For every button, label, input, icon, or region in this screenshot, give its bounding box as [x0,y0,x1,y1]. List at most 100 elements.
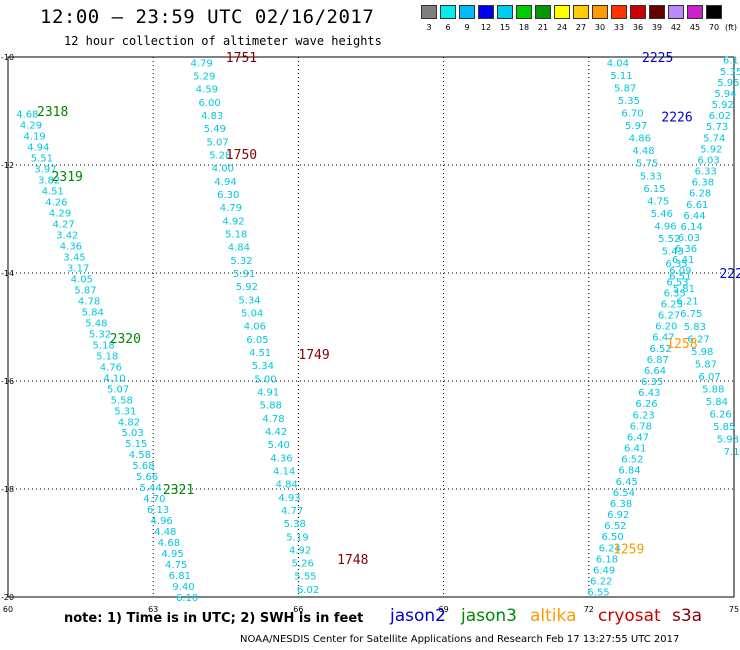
wave-height-value: 5.68 [132,461,154,472]
wave-height-value: 5.32 [230,256,252,267]
wave-height-value: 5.07 [206,137,228,148]
legend-swatch [535,5,551,19]
wave-height-value: 4.36 [270,453,292,464]
wave-height-value: 6.14 [681,222,703,233]
wave-height-value: 6.64 [644,366,666,377]
wave-height-value: 6.28 [689,189,711,200]
legend-label: 6 [445,23,451,32]
wave-height-value: 5.87 [614,83,636,94]
legend-swatch [421,5,437,19]
x-tick-label: 60 [3,605,13,614]
wave-height-value: 6.41 [672,255,694,266]
wave-height-value: 4.83 [201,111,223,122]
wave-height-value: 4.92 [222,216,244,227]
x-tick-label: 69 [439,605,449,614]
legend-label: 27 [575,23,587,32]
wave-height-value: 5.85 [713,422,735,433]
wave-height-value: 4.84 [276,480,298,491]
wave-height-value: 4.29 [20,121,42,132]
wave-height-value: 5.15 [125,439,147,450]
wave-height-value: 4.42 [265,427,287,438]
wave-height-value: 6.45 [616,477,638,488]
wave-height-value: 6.35 [641,377,663,388]
legend-label: 30 [594,23,606,32]
wave-height-value: 3.82 [38,176,60,187]
wave-height-value: 6.47 [627,432,649,443]
wave-height-value: 3.42 [56,231,78,242]
wave-height-value: 6.52 [649,344,671,355]
wave-height-value: 5.84 [706,397,728,408]
wave-height-value: 4.51 [249,348,271,359]
note-text: note: 1) Time is in UTC; 2) SWH is in fe… [64,611,364,626]
wave-height-value: 6.38 [610,499,632,510]
wave-height-value: 5.34 [252,361,274,372]
wave-height-value: 6.02 [297,585,319,596]
legend-label: 39 [651,23,663,32]
wave-height-value: 3.17 [67,263,89,274]
wave-height-value: 4.51 [42,187,64,198]
legend-label: 33 [613,23,625,32]
wave-height-value: 6.36 [675,244,697,255]
wave-height-value: 5.91 [233,269,255,280]
wave-height-value: 3.97 [34,165,56,176]
wave-height-value: 6.33 [695,167,717,178]
wave-height-value: 4.48 [154,527,176,538]
track-pass-label: 2321 [163,483,194,498]
track-pass-label: 1258 [666,337,697,352]
wave-height-value: 5.29 [193,72,215,83]
legend-swatch [478,5,494,19]
y-tick-label: -14 [1,269,14,278]
wave-height-value: 7.1 [724,447,740,458]
wave-height-value: 6.09 [669,266,691,277]
wave-height-value: 6.84 [618,466,640,477]
legend-swatch [668,5,684,19]
wave-height-value: 6.02 [709,111,731,122]
satellite-name-cryosat: cryosat [598,606,661,626]
wave-height-value: 4.58 [129,450,151,461]
wave-height-value: 5.19 [286,532,308,543]
wave-height-value: 5.81 [673,284,695,295]
legend-swatch [516,5,532,19]
wave-height-value: 4.82 [118,417,140,428]
legend-swatch [649,5,665,19]
wave-height-value: 4.96 [151,516,173,527]
wave-height-value: 6.49 [593,565,615,576]
credit-line: NOAA/NESDIS Center for Satellite Applica… [240,634,680,645]
wave-height-value: 4.59 [196,85,218,96]
wave-height-value: 5.35 [720,67,740,78]
legend-label: 15 [499,23,511,32]
track-pass-label: 2319 [52,170,83,185]
wave-height-value: 6.20 [655,322,677,333]
legend-label: 36 [632,23,644,32]
wave-height-value: 5.49 [204,124,226,135]
track-pass-label: 1749 [298,348,329,363]
wave-height-value: 5.92 [712,100,734,111]
legend-swatch [573,5,589,19]
wave-height-value: 5.58 [111,395,133,406]
wave-height-value: 4.75 [647,196,669,207]
legend-label: 24 [556,23,568,32]
wave-height-value: 4.77 [281,506,303,517]
satellite-name-jason3: jason3 [461,606,517,626]
wave-height-value: 5.88 [260,401,282,412]
wave-height-value: 4.04 [607,58,629,69]
wave-height-value: 5.18 [96,351,118,362]
wave-height-value: 4.92 [289,545,311,556]
wave-height-value: 6.52 [621,455,643,466]
legend-unit: (ft) [725,23,738,32]
wave-height-value: 4.19 [23,132,45,143]
page-title: 12:00 — 23:59 UTC 02/16/2017 [40,6,375,28]
wave-height-value: 4.29 [49,209,71,220]
wave-height-value: 6.75 [680,309,702,320]
wave-height-value: 6.05 [246,335,268,346]
track-pass-label: 1748 [337,553,368,568]
map-frame [7,56,735,598]
legend-label: 42 [670,23,682,32]
wave-height-value: 6.70 [621,109,643,120]
wave-height-value: 4.48 [632,146,654,157]
wave-height-value: 4.76 [100,362,122,373]
wave-height-value: 5.26 [292,559,314,570]
wave-height-value: 6.27 [687,334,709,345]
wave-height-value: 4.79 [220,203,242,214]
